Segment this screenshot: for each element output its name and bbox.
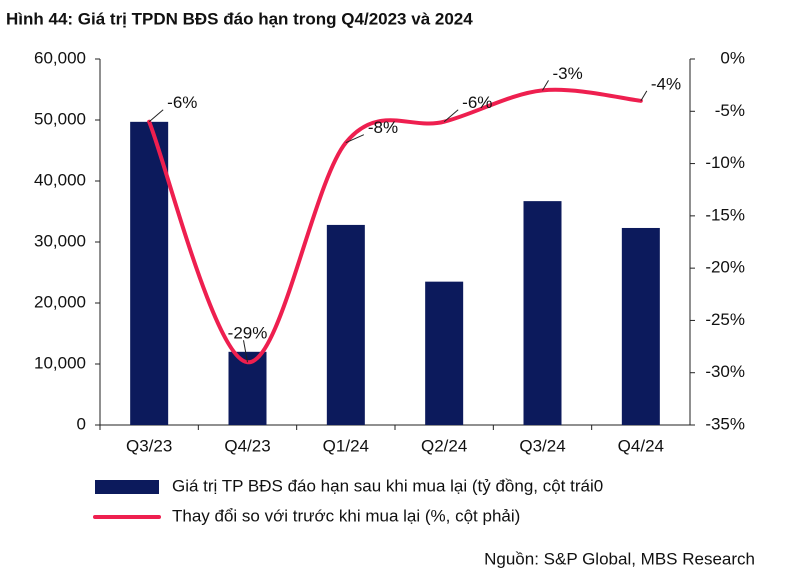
y-tick-label: 60,000 (34, 48, 86, 67)
data-label: -4% (651, 74, 681, 93)
y2-tick-label: -10% (705, 153, 745, 172)
legend-label: Giá trị TP BĐS đáo hạn sau khi mua lại (… (172, 476, 603, 495)
y2-tick-label: 0% (720, 48, 745, 67)
y-tick-label: 20,000 (34, 292, 86, 311)
x-tick-label: Q2/24 (421, 436, 467, 455)
source-note: Nguồn: S&P Global, MBS Research (484, 549, 755, 568)
leader-line (542, 80, 549, 91)
y2-tick-label: -5% (715, 101, 745, 120)
chart-title: Hình 44: Giá trị TPDN BĐS đáo hạn trong … (6, 9, 473, 28)
y2-tick-label: -30% (705, 362, 745, 381)
data-label: -8% (368, 118, 398, 137)
bar (523, 201, 562, 425)
y-tick-label: 10,000 (34, 353, 86, 372)
bar (326, 224, 365, 425)
y-tick-label: 50,000 (34, 109, 86, 128)
data-label: -3% (553, 64, 583, 83)
y-tick-label: 30,000 (34, 231, 86, 250)
leader-line (148, 109, 164, 123)
x-tick-label: Q1/24 (323, 436, 369, 455)
y2-tick-label: -20% (705, 258, 745, 277)
leader-line (443, 109, 459, 123)
bar (130, 121, 169, 425)
legend-label: Thay đổi so với trước khi mua lại (%, cộ… (172, 506, 520, 525)
bar (425, 281, 464, 425)
leader-line (640, 90, 648, 102)
x-tick-label: Q4/23 (224, 436, 270, 455)
x-tick-label: Q4/24 (618, 436, 664, 455)
y2-tick-label: -15% (705, 205, 745, 224)
leader-line (345, 134, 365, 144)
data-label: -29% (228, 324, 268, 343)
x-tick-label: Q3/23 (126, 436, 172, 455)
y2-tick-label: -25% (705, 310, 745, 329)
data-label: -6% (167, 93, 197, 112)
y-tick-label: 0 (77, 414, 86, 433)
data-label: -6% (462, 93, 492, 112)
bar (621, 227, 660, 425)
x-tick-label: Q3/24 (519, 436, 565, 455)
y-tick-label: 40,000 (34, 170, 86, 189)
legend-swatch (95, 480, 159, 494)
leader-line (243, 340, 248, 363)
y2-tick-label: -35% (705, 414, 745, 433)
